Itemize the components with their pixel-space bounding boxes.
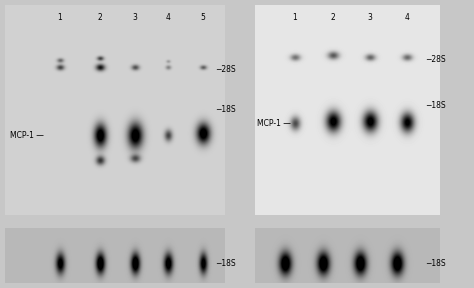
Text: 4: 4 [165, 13, 171, 22]
Text: 2: 2 [98, 13, 102, 22]
Text: −18S: −18S [215, 259, 236, 268]
Text: −18S: −18S [215, 105, 236, 115]
Text: −18S: −18S [425, 101, 446, 109]
Text: −18S: −18S [425, 259, 446, 268]
Text: 3: 3 [133, 13, 137, 22]
Text: MCP-1 —: MCP-1 — [257, 118, 291, 128]
Text: −28S: −28S [425, 56, 446, 65]
Text: 2: 2 [331, 13, 336, 22]
Text: 1: 1 [58, 13, 63, 22]
Text: −28S: −28S [215, 65, 236, 75]
Text: 4: 4 [405, 13, 410, 22]
Text: 3: 3 [367, 13, 373, 22]
Text: 1: 1 [292, 13, 297, 22]
Text: 5: 5 [201, 13, 205, 22]
Text: MCP-1 —: MCP-1 — [10, 130, 44, 139]
